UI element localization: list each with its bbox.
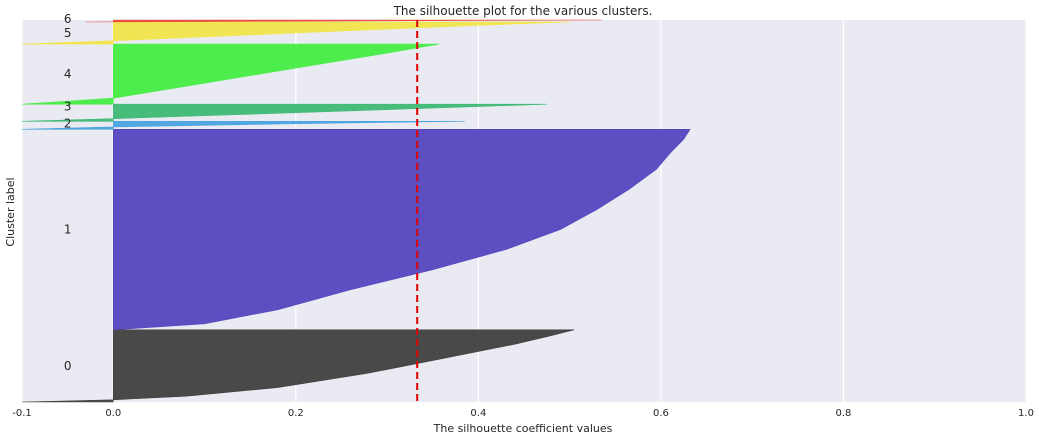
cluster-label-2: 2 [64, 116, 72, 130]
cluster-label-5: 5 [64, 26, 72, 40]
cluster-label-6: 6 [64, 12, 72, 26]
x-tick-label-6: 1.0 [1018, 408, 1034, 419]
x-tick-label-3: 0.4 [470, 408, 486, 419]
cluster-labels: 0 1 2 3 4 56 [64, 12, 72, 373]
cluster-label-4: 4 [64, 67, 72, 81]
y-axis-label: Cluster label [4, 177, 17, 246]
x-axis-label: The silhouette coefficient values [433, 422, 613, 435]
cluster-area-4 [21, 43, 440, 105]
x-tick-label-0: -0.1 [12, 408, 32, 419]
x-tick-label-1: 0.0 [105, 408, 121, 419]
cluster-area-5 [21, 21, 570, 45]
cluster-area-0 [21, 329, 575, 403]
cluster-label-3: 3 [64, 100, 72, 114]
cluster-label-1: 1 [64, 223, 72, 237]
x-tick-label-5: 0.8 [836, 408, 852, 419]
x-tick-label-2: 0.2 [288, 408, 304, 419]
cluster-area-6 [85, 19, 602, 23]
x-tick-label-4: 0.6 [653, 408, 669, 419]
cluster-area-1 [113, 129, 691, 331]
chart-title: The silhouette plot for the various clus… [393, 4, 653, 18]
cluster-areas [21, 19, 691, 403]
cluster-label-0: 0 [64, 359, 72, 373]
x-tick-labels: -0.1 0.0 0.2 0.4 0.6 0.8 1.0 [12, 408, 1034, 419]
